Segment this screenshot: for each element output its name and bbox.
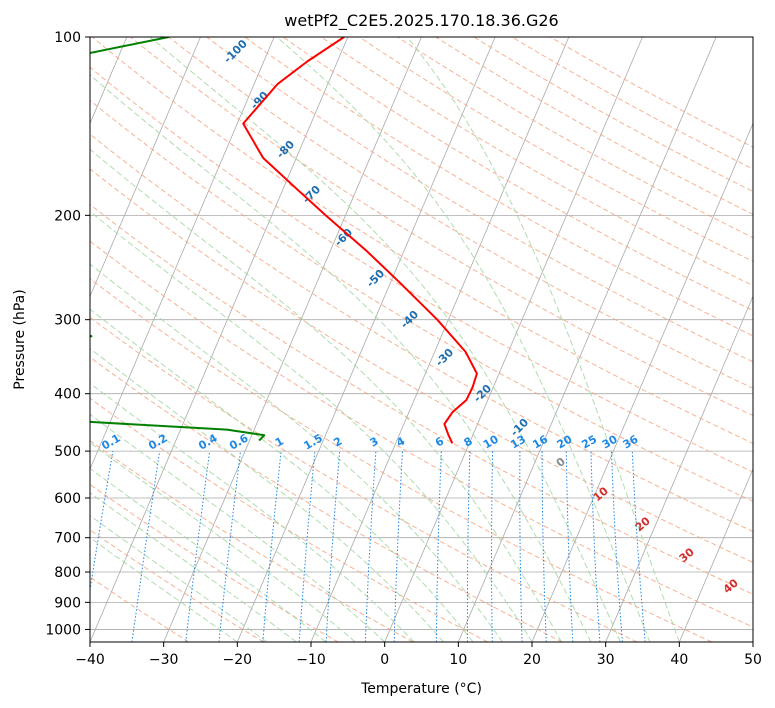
y-tick-label: 600 [54, 491, 81, 507]
moist-adiabat-line [90, 467, 327, 642]
mixing-ratio-line [519, 451, 523, 642]
dry-adiabat-line [90, 99, 753, 502]
dry-adiabat-line [90, 240, 753, 628]
mixing-ratio-line [466, 451, 471, 642]
y-tick-label: 400 [54, 387, 81, 403]
x-tick-label: −20 [223, 652, 253, 668]
mixing-ratio-line [298, 451, 316, 642]
moist-adiabat-line [90, 210, 533, 642]
x-axis-label: Temperature (°C) [360, 681, 482, 697]
x-tick-label: −10 [296, 652, 326, 668]
x-tick-label: 10 [449, 652, 467, 668]
isotherm-line [605, 295, 753, 642]
moist-adiabat-line [90, 263, 503, 642]
moist-adiabat-line [406, 37, 680, 642]
moist-adiabat-line [90, 74, 592, 642]
mixing-ratio-line [631, 451, 646, 642]
y-tick-label: 200 [54, 208, 81, 224]
mixing-ratio-line [490, 451, 494, 642]
isotherm-line [236, 37, 496, 642]
profile-series [90, 37, 478, 444]
x-tick-label: −30 [149, 652, 179, 668]
dry-adiabat-line [90, 483, 339, 642]
dry-adiabat-line [90, 168, 753, 563]
x-tick-label: 40 [670, 652, 688, 668]
dry-adiabat-line [130, 37, 753, 417]
mixing-ratio-line [364, 451, 377, 642]
dry-adiabat-line [511, 37, 753, 170]
mixing-ratio-line [393, 451, 403, 642]
y-tick-label: 800 [54, 565, 81, 581]
dry-adiabat-line [320, 37, 753, 287]
x-tick-label: 0 [380, 652, 389, 668]
isotherm-line [90, 37, 201, 298]
mixing-ratio-line [262, 451, 282, 642]
dry-adiabat-line [206, 37, 753, 363]
y-tick-label: 900 [54, 595, 81, 611]
moist-adiabat-line [90, 413, 386, 642]
x-tick-label: 20 [523, 652, 541, 668]
mixing-ratio-line [325, 451, 341, 642]
mixing-ratio-line [565, 451, 574, 642]
x-tick-label: −40 [75, 652, 105, 668]
moist-adiabat-line [276, 37, 651, 642]
y-tick-label: 500 [54, 444, 81, 460]
x-axis: −40 −30 −20 −10 0 10 20 30 40 50 [75, 642, 762, 668]
mixing-ratio-line [185, 451, 211, 642]
plot-frame [89, 36, 754, 643]
mixing-ratio-line [590, 451, 601, 642]
dry-adiabat-line [90, 440, 414, 642]
dry-adiabat-line [90, 278, 712, 642]
temperature-profile-line [242, 37, 478, 444]
dry-adiabat-line [90, 66, 753, 473]
moist-adiabat-line [149, 37, 621, 642]
x-tick-label: 30 [597, 652, 615, 668]
isotherm-line [163, 37, 422, 642]
y-tick-label: 100 [54, 30, 81, 46]
y-axis-label: Pressure (hPa) [12, 289, 28, 389]
y-axis: 100 200 300 400 500 600 700 800 900 1000 [45, 30, 90, 638]
mixing-ratio-line [218, 451, 241, 642]
dry-adiabat-line [90, 203, 753, 595]
moist-adiabats [90, 37, 680, 642]
moist-adiabat-line [90, 347, 444, 642]
y-tick-label: 300 [54, 313, 81, 329]
isotherm-line [90, 37, 275, 471]
dry-adiabat-line [90, 133, 753, 533]
mixing-ratio-line [611, 451, 623, 642]
moist-adiabat-line [90, 441, 356, 642]
mixing-ratio-line [435, 451, 442, 642]
mixing-ratio-lines [90, 451, 646, 642]
moist-adiabat-line [90, 537, 238, 642]
dry-adiabats [90, 37, 753, 642]
moist-adiabat-line [90, 308, 474, 642]
dry-adiabat-line [244, 37, 753, 337]
dry-adiabat-line [359, 37, 753, 262]
mixing-ratio-line [541, 451, 547, 642]
pressure-gridlines [90, 37, 753, 630]
y-tick-label: 1000 [45, 622, 81, 638]
mixing-ratio-line [90, 451, 114, 594]
isotherm-line [678, 468, 753, 642]
isotherm-line [384, 37, 643, 642]
isotherm-line [90, 37, 349, 642]
mixing-ratio-line [131, 451, 161, 642]
moist-adiabat-line [90, 148, 562, 642]
dry-adiabat-line [90, 529, 264, 642]
dry-adiabat-line [473, 37, 753, 192]
y-tick-label: 700 [54, 531, 81, 547]
x-tick-label: 50 [744, 652, 762, 668]
chart-title: wetPf2_C2E5.2025.170.18.36.G26 [284, 11, 558, 31]
